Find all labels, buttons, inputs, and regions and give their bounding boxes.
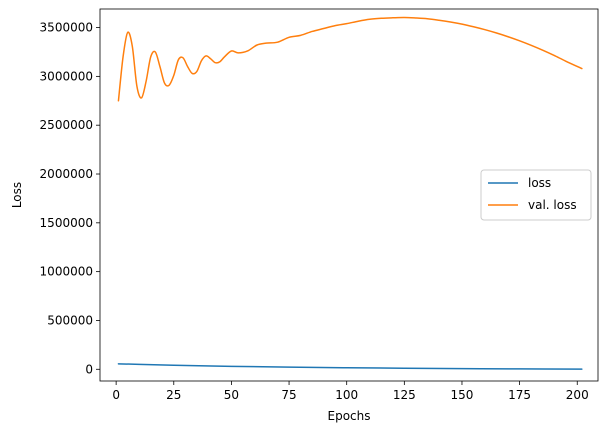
- x-tick-label: 200: [566, 388, 589, 402]
- y-tick-label: 500000: [47, 313, 93, 327]
- series-layer: [117, 16, 583, 370]
- y-tick-label: 1500000: [40, 216, 93, 230]
- y-tick-label: 1000000: [40, 265, 93, 279]
- x-tick-label: 125: [393, 388, 416, 402]
- x-tick-label: 0: [112, 388, 120, 402]
- x-tick-label: 175: [508, 388, 531, 402]
- legend: loss val. loss: [480, 169, 592, 221]
- x-tick-label: 100: [335, 388, 358, 402]
- y-tick-label: 2500000: [40, 118, 93, 132]
- legend-label-loss: loss: [528, 176, 551, 190]
- y-tick-label: 3500000: [40, 21, 93, 35]
- plot-area: [99, 8, 599, 382]
- x-axis-ticks: 0 25 50 75 100 125 150 175 200: [112, 381, 589, 402]
- series-line-loss: [117, 363, 583, 370]
- x-axis-label: Epochs: [328, 409, 371, 423]
- plot-frame: [99, 8, 599, 382]
- x-tick-label: 25: [166, 388, 181, 402]
- y-tick-label: 2000000: [40, 167, 93, 181]
- y-axis-label: Loss: [10, 182, 24, 208]
- series-line-val-loss: [117, 16, 583, 102]
- y-axis-ticks: 0 500000 1000000 1500000 2000000 2500000 30000…: [40, 21, 100, 376]
- x-tick-label: 75: [281, 388, 296, 402]
- y-tick-label: 3000000: [40, 69, 93, 83]
- legend-label-val-loss: val. loss: [528, 198, 577, 212]
- x-tick-label: 150: [451, 388, 474, 402]
- y-tick-label: 0: [85, 362, 93, 376]
- x-tick-label: 50: [224, 388, 239, 402]
